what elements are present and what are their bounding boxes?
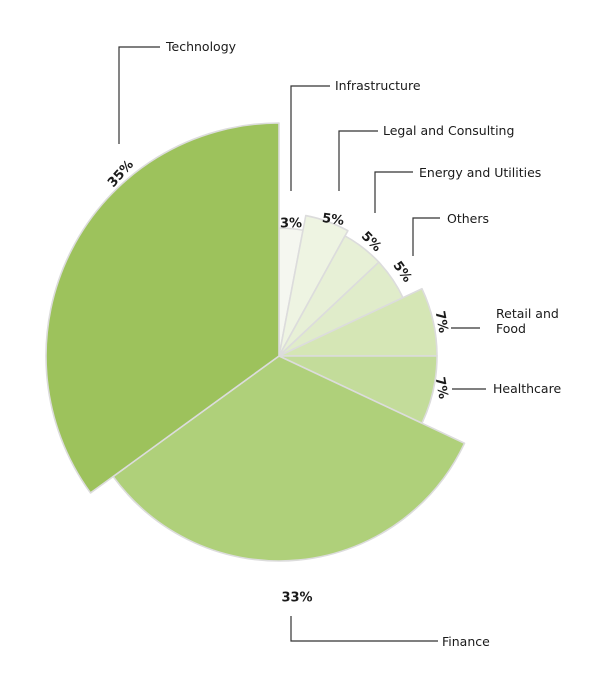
- leader-line-finance: [290, 616, 438, 642]
- category-label-infrastructure: Infrastructure: [335, 78, 421, 93]
- category-label-others: Others: [447, 211, 489, 226]
- pie-slices: [45, 122, 466, 562]
- category-label-healthcare: Healthcare: [493, 381, 561, 396]
- leader-line-others: [412, 217, 440, 256]
- leader-line-legal-and-consulting: [338, 130, 378, 191]
- leader-line-infrastructure: [290, 85, 330, 191]
- category-label-legal-and-consulting: Legal and Consulting: [383, 123, 514, 138]
- category-label-finance: Finance: [442, 634, 490, 649]
- data-label-infrastructure: 3%: [280, 217, 302, 232]
- data-label-legal-and-consulting: 5%: [321, 211, 345, 229]
- data-label-retail-and-food: 7%: [432, 310, 451, 334]
- leader-line-energy-and-utilities: [374, 171, 413, 213]
- leader-line-technology: [118, 46, 160, 144]
- category-label-retail-and-food-line-1: Retail and: [496, 306, 559, 321]
- data-label-healthcare: 7%: [432, 376, 451, 400]
- pie-slice-finance: [112, 355, 466, 562]
- pie-slice-legal-and-consulting: [278, 214, 349, 357]
- data-label-finance: 33%: [281, 591, 312, 606]
- pie-slice-technology: [45, 122, 280, 494]
- category-label-technology: Technology: [165, 39, 237, 54]
- category-label-retail-and-food-line-2: Food: [496, 321, 526, 336]
- category-label-energy-and-utilities: Energy and Utilities: [419, 165, 541, 180]
- leader-lines: [118, 46, 486, 642]
